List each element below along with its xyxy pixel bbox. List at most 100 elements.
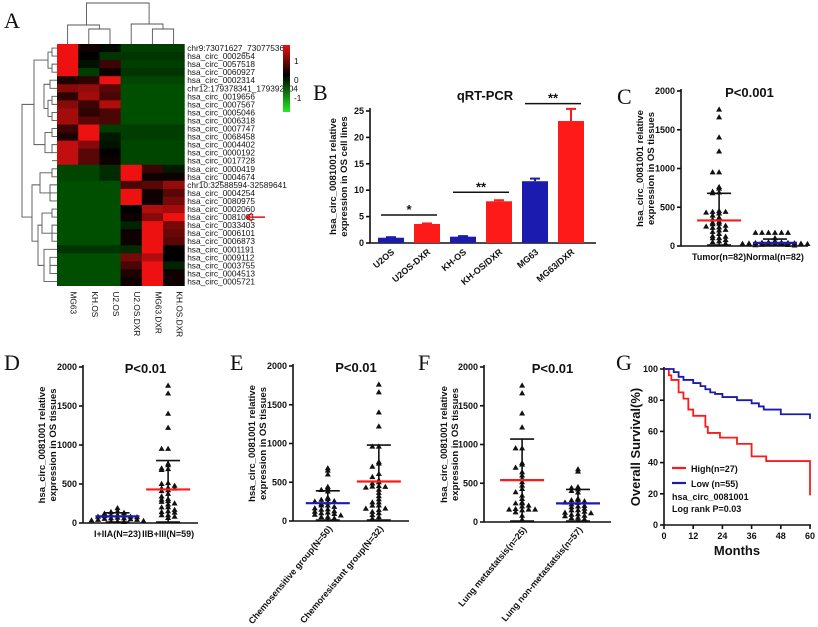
row-dendrogram [51,111,57,121]
heatmap-cell [78,124,100,134]
data-point [722,222,729,228]
row-dendrogram [47,51,52,69]
heatmap-cell [163,108,185,117]
data-point [324,471,331,477]
heatmap-cell [120,108,143,117]
heatmap-cell [78,205,100,214]
heatmap-row-label: chr12:179378341_179392104 [187,83,298,93]
heatmap-cell [78,116,100,125]
heatmap-cell [163,116,185,125]
dot-plot-panel-e: 0 500 1000 1500 2000 hsa_circ_0081001 relativ… [246,360,409,626]
heatmap-cell [78,172,100,182]
panel-label-b: B [313,80,328,105]
heatmap-cell [78,52,100,61]
heatmap-cell [120,172,143,182]
row-dendrogram [51,63,57,73]
heatmap-cell [99,44,122,53]
heatmap-cell [163,180,185,190]
heatmap-cell [99,68,122,77]
heatmap-cell [57,221,79,230]
heatmap-cell [163,164,185,174]
heatmap-cell [99,100,122,109]
data-point [716,169,723,175]
y-axis-label: expression in OS cell lines [339,116,350,236]
heatmap-cell [120,124,143,134]
y-tick-label: 10 [354,185,364,195]
y-tick-label: 1000 [57,440,77,450]
heatmap-cell [163,172,185,182]
heatmap-cell [141,60,164,69]
heatmap-cell [120,221,143,230]
data-point [752,242,759,248]
row-dendrogram [49,79,57,89]
bar [486,201,512,243]
heatmap-cell [120,261,143,270]
heatmap-cell [141,164,164,174]
heatmap-row-label: hsa_circ_0007747 [187,124,255,134]
data-point [369,508,376,514]
heatmap-cell [120,253,143,262]
data-point [165,382,172,388]
data-point [716,148,723,154]
data-point [165,390,172,396]
data-point [311,505,318,511]
heatmap-row-label: hsa_circ_0019656 [187,91,255,101]
x-tick-label: MG63/DXR [535,247,577,285]
heatmap-cell [78,196,100,206]
heatmap-cell [120,180,143,190]
data-point [709,169,716,175]
bar [378,237,404,243]
heatmap-cell [78,44,100,53]
heatmap-cell [120,84,143,93]
heatmap-cell [163,68,185,77]
heatmap-cell [141,132,164,142]
heatmap-cell [99,237,122,246]
legend-label: High(n=27) [691,464,738,474]
x-axis-label: Months [714,543,760,558]
data-point [722,233,729,239]
data-point [587,510,594,516]
heatmap-cell [57,213,79,222]
data-point [362,484,369,490]
significance-marker: ** [476,179,487,194]
heatmap-cell [163,221,185,230]
data-point [158,508,165,515]
y-tick-label: 500 [272,477,287,487]
bar [558,121,584,243]
heatmap-cell [57,44,79,53]
row-dendrogram [43,248,57,282]
data-point [581,502,588,508]
data-point [369,480,376,486]
heatmap-cell [141,188,164,198]
heatmap-row-label: hsa_circ_0017728 [187,156,255,166]
heatmap-cell [141,245,164,254]
heatmap-row-label: hsa_circ_0002654 [187,51,255,61]
heatmap-cell [57,269,79,278]
heatmap-cell [99,84,122,93]
heatmap-cell [78,277,100,286]
heatmap-cell [99,188,122,198]
heatmap-cell [78,140,100,150]
data-point [369,499,376,505]
heatmap-cell [57,277,79,286]
heatmap-cell [99,277,122,286]
heatmap-cell [163,188,185,198]
data-point [581,516,588,522]
heatmap-cell [120,76,143,85]
x-tick-label: Chemosensitive group(N=50) [246,524,334,626]
heatmap-cell [99,213,122,222]
y-tick-label: 1000 [655,164,675,174]
heatmap-cell [78,188,100,198]
row-dendrogram [51,168,57,178]
y-tick-label: 0 [670,241,675,251]
data-point [331,507,338,514]
heatmap-cell [141,180,164,190]
row-dendrogram [41,212,52,234]
data-point [512,464,519,470]
data-point [512,500,519,506]
heatmap-cell [78,269,100,278]
heatmap-cell [57,108,79,117]
data-point [171,482,178,488]
heatmap-row-label: hsa_circ_0004674 [187,172,255,182]
p-value-title: P<0.01 [532,361,574,376]
